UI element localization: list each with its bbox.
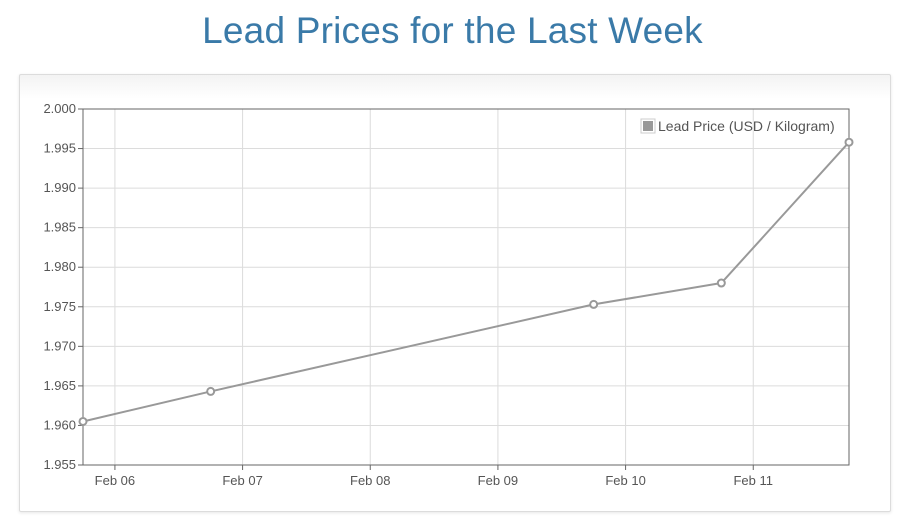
y-tick-label: 1.960	[43, 417, 76, 432]
y-tick-label: 1.965	[43, 378, 76, 393]
x-tick-label: Feb 08	[350, 473, 390, 488]
y-tick-label: 1.980	[43, 259, 76, 274]
series-layer	[78, 137, 854, 426]
y-tick-label: 1.975	[43, 299, 76, 314]
chart-panel: 2.000 1.995 1.990 1.985 1.980 1.975 1.970 1.965…	[19, 74, 891, 512]
plot-area	[83, 109, 849, 465]
data-point	[844, 137, 854, 147]
x-tick-label: Feb 07	[222, 473, 262, 488]
x-tick-label: Feb 09	[478, 473, 518, 488]
x-tick-label: Feb 11	[733, 473, 773, 488]
legend-label: Lead Price (USD / Kilogram)	[658, 118, 835, 134]
grid-layer	[83, 108, 849, 466]
data-point	[206, 386, 216, 396]
y-tick-label: 1.990	[43, 180, 76, 195]
data-point	[589, 299, 599, 309]
line-chart: 2.000 1.995 1.990 1.985 1.980 1.975 1.970 1.965…	[43, 101, 854, 488]
data-point	[78, 416, 88, 426]
y-tick-label: 1.995	[43, 141, 76, 156]
legend-swatch	[643, 121, 653, 131]
x-tick-label: Feb 06	[95, 473, 135, 488]
x-tick-label: Feb 10	[605, 473, 645, 488]
plot-border	[82, 108, 850, 466]
legend: Lead Price (USD / Kilogram)	[640, 118, 835, 134]
y-tick-label: 1.985	[43, 220, 76, 235]
page-title: Lead Prices for the Last Week	[202, 10, 703, 51]
y-tick-label: 2.000	[43, 101, 76, 116]
axis-layer: 2.000 1.995 1.990 1.985 1.980 1.975 1.970 1.965…	[43, 101, 850, 488]
data-point	[716, 278, 726, 288]
y-tick-label: 1.970	[43, 338, 76, 353]
y-tick-label: 1.955	[43, 457, 76, 472]
